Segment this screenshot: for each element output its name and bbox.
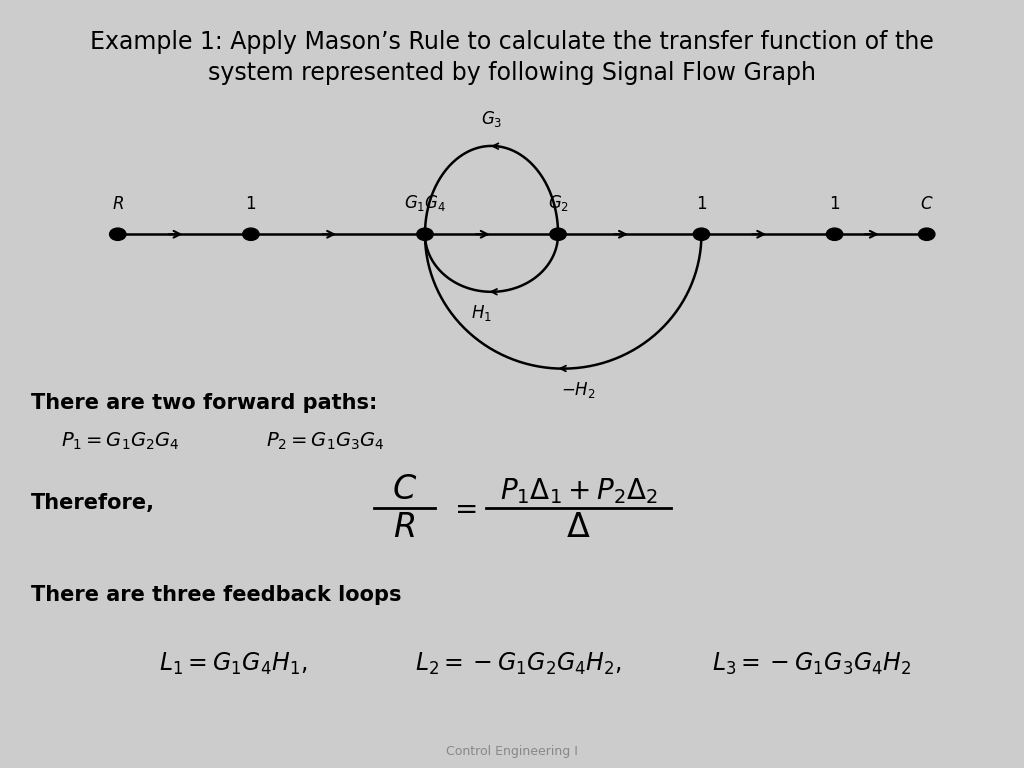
Text: $G_3$: $G_3$ [481,109,502,129]
Text: Control Engineering I: Control Engineering I [446,745,578,757]
Text: $1$: $1$ [246,195,256,213]
Text: $-H_2$: $-H_2$ [561,380,596,400]
Text: $C$: $C$ [392,473,417,506]
Text: $1$: $1$ [696,195,707,213]
Text: $C$: $C$ [920,195,934,213]
Text: system represented by following Signal Flow Graph: system represented by following Signal F… [208,61,816,85]
Text: $L_1 = G_1G_4H_1,$: $L_1 = G_1G_4H_1,$ [159,651,307,677]
Text: Example 1: Apply Mason’s Rule to calculate the transfer function of the: Example 1: Apply Mason’s Rule to calcula… [90,30,934,55]
Text: $P_1\Delta_1 + P_2\Delta_2$: $P_1\Delta_1 + P_2\Delta_2$ [500,476,657,506]
Text: Therefore,: Therefore, [31,493,155,513]
Text: $R$: $R$ [393,511,416,544]
Text: $H_1$: $H_1$ [471,303,492,323]
Text: $R$: $R$ [112,195,124,213]
Text: $P_1 = G_1G_2G_4$: $P_1 = G_1G_2G_4$ [61,431,180,452]
Text: $L_3 = -G_1G_3G_4H_2$: $L_3 = -G_1G_3G_4H_2$ [712,651,911,677]
Text: There are two forward paths:: There are two forward paths: [31,393,377,413]
Text: $G_1G_4$: $G_1G_4$ [403,193,446,213]
Text: There are three feedback loops: There are three feedback loops [31,585,401,605]
Circle shape [550,228,566,240]
Circle shape [919,228,935,240]
Circle shape [693,228,710,240]
Text: $P_2 = G_1G_3G_4$: $P_2 = G_1G_3G_4$ [266,431,385,452]
Text: $G_2$: $G_2$ [548,193,568,213]
Circle shape [417,228,433,240]
Text: $L_2 = -G_1G_2G_4H_2,$: $L_2 = -G_1G_2G_4H_2,$ [415,651,622,677]
Circle shape [110,228,126,240]
Circle shape [826,228,843,240]
Text: $\Delta$: $\Delta$ [566,511,591,544]
Circle shape [243,228,259,240]
Text: $=$: $=$ [449,495,477,522]
Text: $1$: $1$ [829,195,840,213]
